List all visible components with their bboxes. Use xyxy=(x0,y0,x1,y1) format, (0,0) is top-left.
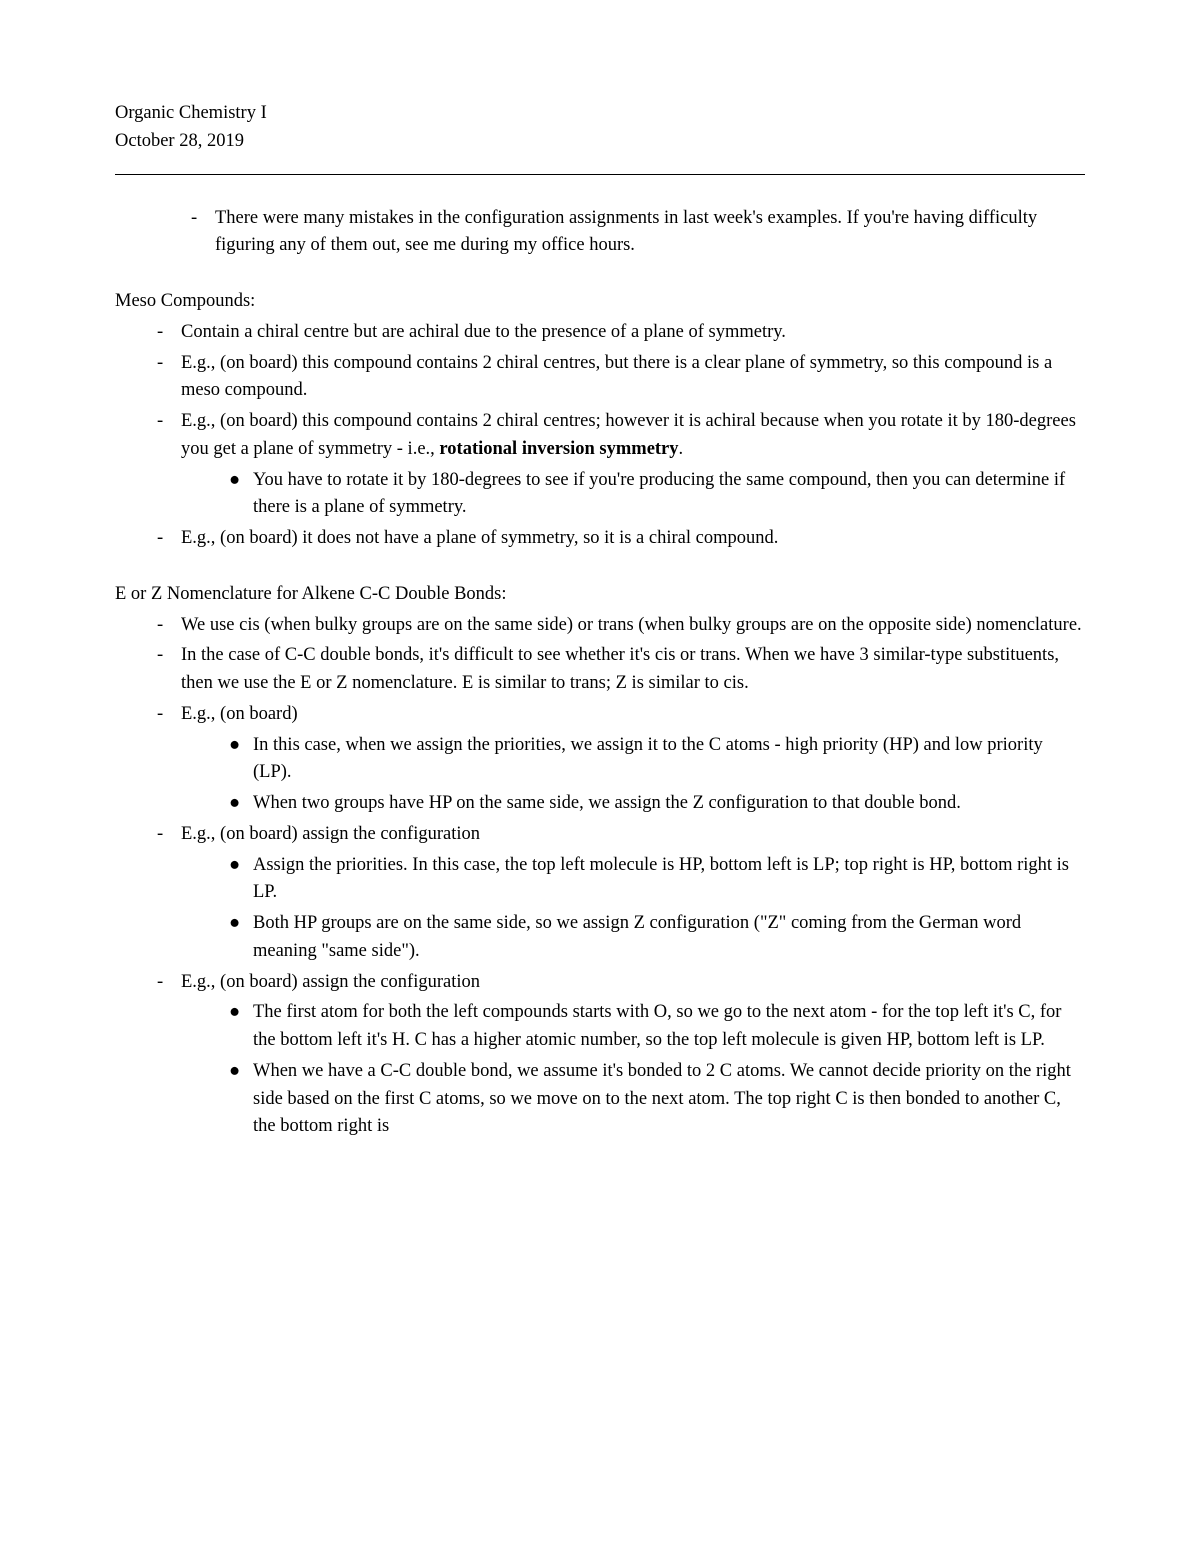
list-item: - E.g., (on board) assign the configurat… xyxy=(151,969,1085,997)
sub-list: ● You have to rotate it by 180-degrees t… xyxy=(151,467,1085,523)
item-text: E.g., (on board) this compound contains … xyxy=(181,408,1085,464)
list-item: ● Assign the priorities. In this case, t… xyxy=(223,852,1085,908)
dash-icon: - xyxy=(151,319,181,347)
bullet-icon: ● xyxy=(223,852,253,880)
document-date: October 28, 2019 xyxy=(115,128,1085,156)
dash-icon: - xyxy=(185,205,215,233)
dash-icon: - xyxy=(151,350,181,378)
item-text: Both HP groups are on the same side, so … xyxy=(253,910,1085,966)
list-item: - In the case of C-C double bonds, it's … xyxy=(151,642,1085,698)
document-header: Organic Chemistry I October 28, 2019 xyxy=(115,100,1085,156)
list-item: - E.g., (on board) xyxy=(151,701,1085,729)
dash-icon: - xyxy=(151,642,181,670)
dash-icon: - xyxy=(151,821,181,849)
list-item: ● You have to rotate it by 180-degrees t… xyxy=(223,467,1085,523)
item-text: In the case of C-C double bonds, it's di… xyxy=(181,642,1085,698)
bullet-icon: ● xyxy=(223,1058,253,1086)
dash-icon: - xyxy=(151,525,181,553)
list-item: - We use cis (when bulky groups are on t… xyxy=(151,612,1085,640)
list-item: - E.g., (on board) it does not have a pl… xyxy=(151,525,1085,553)
section-ez-nomenclature: E or Z Nomenclature for Alkene C-C Doubl… xyxy=(115,581,1085,1141)
list-item: ● When we have a C-C double bond, we ass… xyxy=(223,1058,1085,1141)
item-text: You have to rotate it by 180-degrees to … xyxy=(253,467,1085,523)
list-item: ● Both HP groups are on the same side, s… xyxy=(223,910,1085,966)
item-text: When we have a C-C double bond, we assum… xyxy=(253,1058,1085,1141)
list-item: ● In this case, when we assign the prior… xyxy=(223,732,1085,788)
bullet-icon: ● xyxy=(223,999,253,1027)
item-text: When two groups have HP on the same side… xyxy=(253,790,1085,818)
item-text: E.g., (on board) assign the configuratio… xyxy=(181,821,1085,849)
item-text: E.g., (on board) this compound contains … xyxy=(181,350,1085,406)
section-heading: Meso Compounds: xyxy=(115,288,1085,316)
item-text: Assign the priorities. In this case, the… xyxy=(253,852,1085,908)
bullet-icon: ● xyxy=(223,790,253,818)
dash-icon: - xyxy=(151,612,181,640)
item-text: We use cis (when bulky groups are on the… xyxy=(181,612,1085,640)
item-text: Contain a chiral centre but are achiral … xyxy=(181,319,1085,347)
list-item: - Contain a chiral centre but are achira… xyxy=(151,319,1085,347)
dash-icon: - xyxy=(151,408,181,436)
item-text: The first atom for both the left compoun… xyxy=(253,999,1085,1055)
bullet-icon: ● xyxy=(223,910,253,938)
item-text: E.g., (on board) it does not have a plan… xyxy=(181,525,1085,553)
dash-icon: - xyxy=(151,969,181,997)
dash-icon: - xyxy=(151,701,181,729)
note-text: There were many mistakes in the configur… xyxy=(215,205,1085,261)
item-text: E.g., (on board) xyxy=(181,701,1085,729)
sub-list: ● In this case, when we assign the prior… xyxy=(151,732,1085,818)
item-list: - Contain a chiral centre but are achira… xyxy=(115,319,1085,553)
list-item: ● The first atom for both the left compo… xyxy=(223,999,1085,1055)
item-list: - We use cis (when bulky groups are on t… xyxy=(115,612,1085,1142)
header-divider xyxy=(115,174,1085,175)
section-heading: E or Z Nomenclature for Alkene C-C Doubl… xyxy=(115,581,1085,609)
sub-list: ● The first atom for both the left compo… xyxy=(151,999,1085,1141)
document-content: - There were many mistakes in the config… xyxy=(115,205,1085,1142)
bullet-icon: ● xyxy=(223,732,253,760)
list-item: - E.g., (on board) this compound contain… xyxy=(151,408,1085,464)
top-note-section: - There were many mistakes in the config… xyxy=(115,205,1085,261)
list-item: - There were many mistakes in the config… xyxy=(185,205,1085,261)
list-item: ● When two groups have HP on the same si… xyxy=(223,790,1085,818)
bullet-icon: ● xyxy=(223,467,253,495)
section-meso-compounds: Meso Compounds: - Contain a chiral centr… xyxy=(115,288,1085,553)
list-item: - E.g., (on board) assign the configurat… xyxy=(151,821,1085,849)
item-text: E.g., (on board) assign the configuratio… xyxy=(181,969,1085,997)
course-title: Organic Chemistry I xyxy=(115,100,1085,128)
sub-list: ● Assign the priorities. In this case, t… xyxy=(151,852,1085,966)
item-text: In this case, when we assign the priorit… xyxy=(253,732,1085,788)
list-item: - E.g., (on board) this compound contain… xyxy=(151,350,1085,406)
